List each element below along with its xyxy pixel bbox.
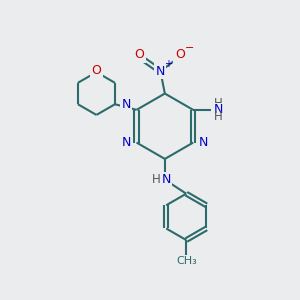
Text: −: − [185,44,194,53]
Text: CH₃: CH₃ [176,256,196,266]
Text: N: N [214,103,223,116]
Text: +: + [164,59,172,69]
Text: N: N [122,136,131,149]
Text: N: N [162,173,171,186]
Text: H: H [214,97,223,110]
Text: O: O [135,48,145,62]
Text: O: O [92,64,101,76]
Text: H: H [214,110,223,123]
Text: N: N [122,98,131,111]
Text: O: O [175,48,185,62]
Text: N: N [156,65,165,78]
Text: N: N [199,136,208,149]
Text: H: H [152,173,161,186]
